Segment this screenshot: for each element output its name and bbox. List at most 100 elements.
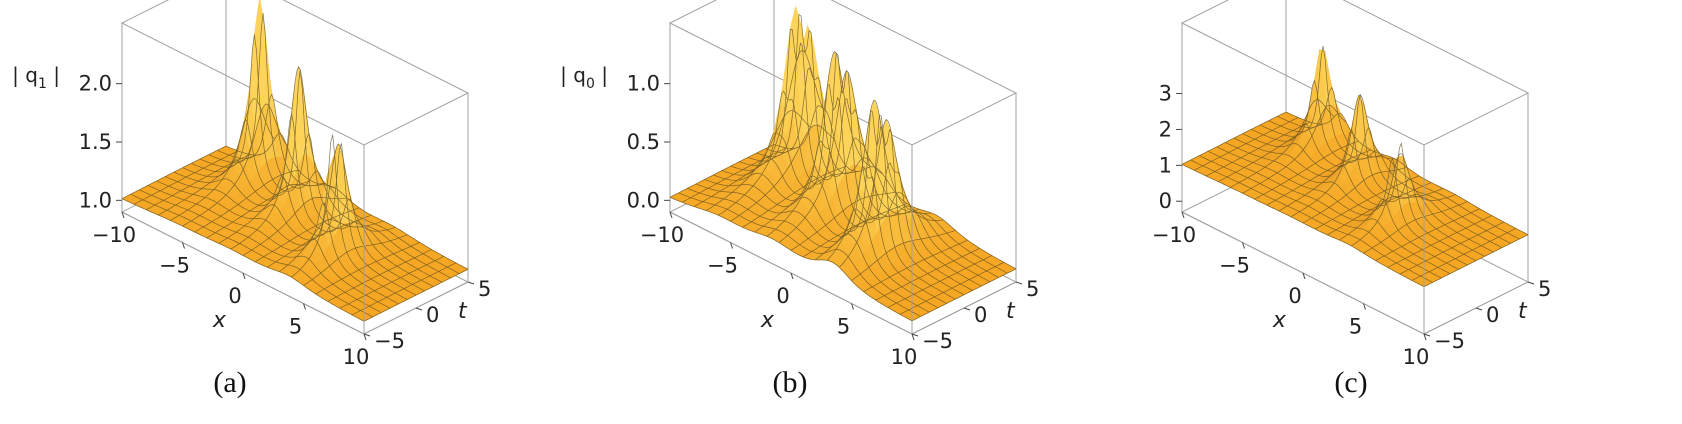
x-axis-label: x (1272, 308, 1287, 333)
t-tick-label: −5 (922, 329, 953, 353)
z-tick-label: 1.0 (79, 188, 112, 212)
t-tick-mark (1015, 281, 1023, 285)
x-tick-mark (1242, 242, 1245, 249)
z-tick-label: 1 (1159, 153, 1172, 177)
mesh-line-t (1251, 94, 1494, 253)
t-tick-mark (1423, 333, 1431, 337)
x-tick-label: −5 (159, 254, 190, 278)
t-tick-label: 5 (1026, 277, 1039, 301)
z-axis-label: | q0 | (560, 63, 608, 92)
z-tick-label: 1.5 (79, 130, 112, 154)
x-tick-label: 10 (891, 345, 918, 369)
mesh-line-t (1277, 86, 1520, 240)
x-tick-mark (911, 333, 915, 341)
mesh-line-t (156, 180, 399, 305)
mesh-line-t (191, 69, 434, 287)
z-tick-label: 0 (1159, 189, 1172, 213)
mesh-line-t (208, 12, 451, 279)
mesh-line-t (1225, 142, 1468, 266)
t-tick-label: 0 (974, 303, 987, 327)
t-tick-label: 5 (1538, 277, 1551, 301)
mesh-line-t (721, 114, 965, 296)
mesh-line-t (756, 13, 999, 278)
x-tick-label: 0 (228, 284, 241, 308)
mesh-line-t (199, 34, 443, 283)
t-axis-label: t (1006, 299, 1016, 324)
surface-mesh (121, 12, 469, 322)
x-tick-mark (363, 333, 367, 341)
z-tick-label: 0.5 (627, 130, 660, 154)
t-tick-mark (1475, 307, 1483, 311)
mesh-line-t (1285, 111, 1529, 236)
mesh-line-t (713, 109, 956, 300)
z-tick-label: 3 (1159, 82, 1172, 106)
x-tick-mark (669, 211, 673, 219)
x-tick-mark (790, 272, 794, 280)
mesh-line-t (695, 183, 939, 309)
x-axis-label: x (212, 308, 227, 333)
x-tick-label: −10 (640, 223, 684, 247)
mesh-line-t (225, 133, 469, 270)
z-tick-label: 0.0 (627, 188, 660, 212)
t-tick-mark (467, 281, 475, 285)
mesh-line-t (173, 143, 417, 296)
x-tick-mark (1423, 333, 1427, 341)
mesh-line-t (1216, 146, 1459, 270)
x-tick-label: −10 (92, 223, 136, 247)
mesh-line-t (139, 189, 382, 313)
x-tick-label: 5 (289, 315, 302, 339)
mesh-line-t (704, 166, 947, 304)
panel-b: −10 −5 0 5 10 x −5 0 5 t 0.0 0.5 1.0 | q0 | (b) (560, 0, 1120, 424)
x-tick-mark (303, 303, 306, 310)
mesh-line-t (217, 93, 460, 274)
t-ticks: −5 0 5 (363, 277, 491, 353)
mesh-line-t (1242, 128, 1485, 257)
z-tick-label: 2 (1159, 117, 1172, 141)
surface (1181, 49, 1529, 288)
t-tick-label: −5 (1434, 329, 1465, 353)
surface-mesh (669, 13, 1017, 322)
mesh-line-t (1190, 159, 1433, 283)
x-tick-label: 0 (1288, 284, 1301, 308)
panel-a: −10 −5 0 5 10 x −5 0 5 t 1.0 1.5 2.0 | q1 | (a) (0, 0, 560, 424)
x-tick-mark (242, 272, 246, 280)
mesh-line-t (182, 113, 425, 292)
surface-mesh (1181, 45, 1529, 288)
t-tick-label: 0 (1486, 303, 1499, 327)
x-ticks: −10 −5 0 5 10 (640, 211, 918, 369)
t-tick-label: −5 (374, 329, 405, 353)
mesh-line-t (678, 192, 921, 317)
t-axis-label: t (1518, 299, 1528, 324)
x-ticks: −10 −5 0 5 10 (1152, 211, 1429, 369)
mesh-line-t (165, 134, 408, 300)
t-tick-label: 5 (478, 277, 491, 301)
mesh-line-t (739, 52, 982, 287)
x-tick-label: −5 (1219, 254, 1250, 278)
mesh-line-t (747, 28, 991, 283)
x-tick-mark (851, 303, 854, 310)
x-tick-mark (1302, 272, 1306, 280)
mesh-line-t (687, 188, 930, 313)
z-ticks: 0.0 0.5 1.0 (627, 72, 670, 212)
x-tick-mark (730, 242, 733, 249)
mesh-line-t (1233, 137, 1477, 262)
x-tick-mark (182, 242, 185, 249)
t-tick-mark (363, 333, 371, 337)
x-ticks: −10 −5 0 5 10 (92, 211, 369, 369)
panel-caption: (a) (213, 366, 246, 399)
x-tick-mark (1363, 303, 1366, 310)
z-ticks: 1.0 1.5 2.0 (79, 72, 122, 212)
mesh-line-t (1259, 79, 1503, 249)
mesh-line-t (1181, 164, 1425, 288)
t-ticks: −5 0 5 (1423, 277, 1551, 353)
t-ticks: −5 0 5 (911, 277, 1039, 353)
z-tick-label: 1.0 (627, 72, 660, 96)
x-tick-label: 5 (837, 315, 850, 339)
panel-caption: (c) (1334, 366, 1367, 399)
x-axis-label: x (760, 308, 775, 333)
mesh-line-t (669, 196, 913, 322)
